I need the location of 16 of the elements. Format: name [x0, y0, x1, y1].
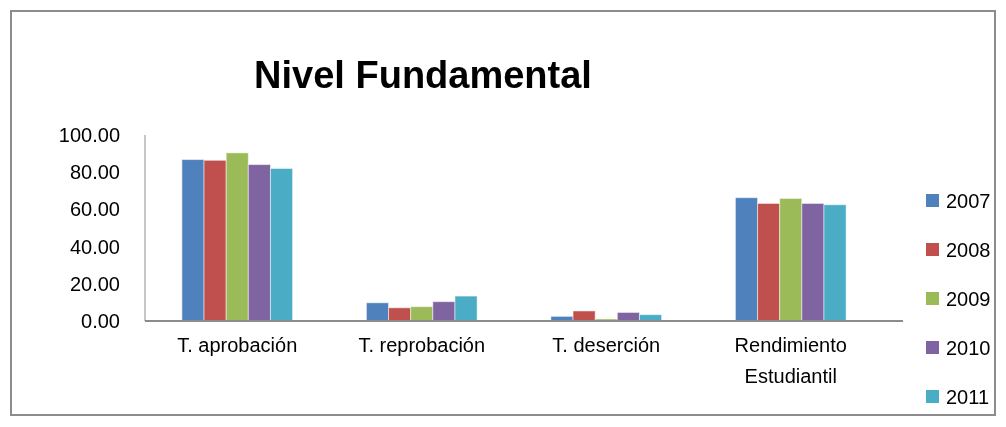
chart-title: Nivel Fundamental — [254, 54, 592, 96]
y-tick-label: 0.00 — [81, 310, 120, 332]
legend-label: 2007 — [946, 190, 991, 212]
y-tick-label: 80.00 — [69, 161, 120, 184]
x-tick-label: T. deserción — [552, 334, 661, 356]
x-tick-label: Rendimiento Estudiantil — [734, 334, 847, 387]
x-tick-label: T. aprobación — [177, 334, 298, 356]
y-tick-label: 60.00 — [69, 198, 120, 221]
y-tick-label: 20.00 — [69, 272, 120, 295]
legend-label: 2010 — [946, 337, 991, 359]
legend-label: 2011 — [946, 386, 990, 408]
y-tick-label: 100.00 — [58, 124, 120, 146]
legend-label: 2009 — [946, 288, 991, 310]
y-tick-label: 40.00 — [69, 235, 120, 258]
x-tick-label: T. reprobación — [358, 334, 486, 356]
legend-label: 2008 — [946, 239, 991, 261]
